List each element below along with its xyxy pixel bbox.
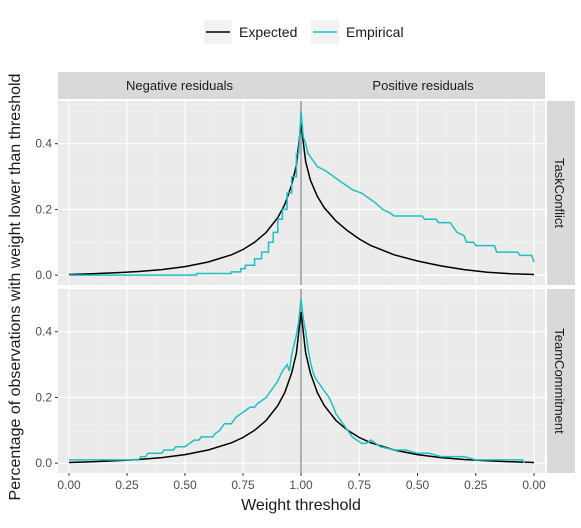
x-tick-label: 0.75 [231, 478, 255, 492]
series-lines [68, 110, 535, 464]
y-tick-label: 0.2 [35, 390, 52, 404]
series-expected-negative [68, 123, 302, 276]
strip-label-taskconflict: TaskConflict [552, 158, 567, 228]
strip-positive [301, 72, 545, 99]
y-tick-label: 0.2 [35, 202, 52, 216]
strip-label-teamcommitment: TeamCommitment [552, 328, 567, 434]
x-tick-label: 0.25 [464, 478, 488, 492]
y-axis: 0.0 0.2 0.4 0.0 0.2 0.4 [35, 137, 58, 470]
series-empirical-negative [69, 298, 302, 461]
legend-label-expected: Expected [239, 24, 297, 40]
x-tick-label: 0.00 [522, 478, 546, 492]
x-tick-label: 1.00 [289, 478, 313, 492]
series-expected-positive [300, 123, 535, 276]
series-empirical-positive [300, 298, 526, 464]
y-tick-label: 0.0 [35, 456, 52, 470]
x-tick-label: 0.50 [173, 478, 197, 492]
strip-label-positive: Positive residuals [372, 78, 474, 93]
strip-negative [58, 72, 301, 99]
y-axis-title: Percentage of observations with weight l… [7, 74, 24, 501]
y-tick-label: 0.4 [35, 137, 52, 151]
x-axis-title: Weight threshold [241, 497, 361, 514]
x-tick-label: 0.75 [348, 478, 372, 492]
x-tick-label: 0.50 [406, 478, 430, 492]
strip-taskconflict [547, 101, 575, 285]
y-tick-label: 0.4 [35, 325, 52, 339]
strip-teamcommitment [547, 289, 575, 473]
x-tick-label: 0.00 [57, 478, 81, 492]
legend: Expected Empirical [200, 18, 418, 46]
series-empirical-negative [69, 110, 302, 276]
legend-label-empirical: Empirical [346, 24, 404, 40]
x-axis: 0.00 0.25 0.50 0.75 1.00 0.75 0.50 0.25 0.00 [57, 473, 546, 492]
series-empirical-positive [300, 110, 535, 263]
y-tick-label: 0.0 [35, 268, 52, 282]
strip-label-negative: Negative residuals [126, 78, 233, 93]
x-tick-label: 0.25 [115, 478, 139, 492]
